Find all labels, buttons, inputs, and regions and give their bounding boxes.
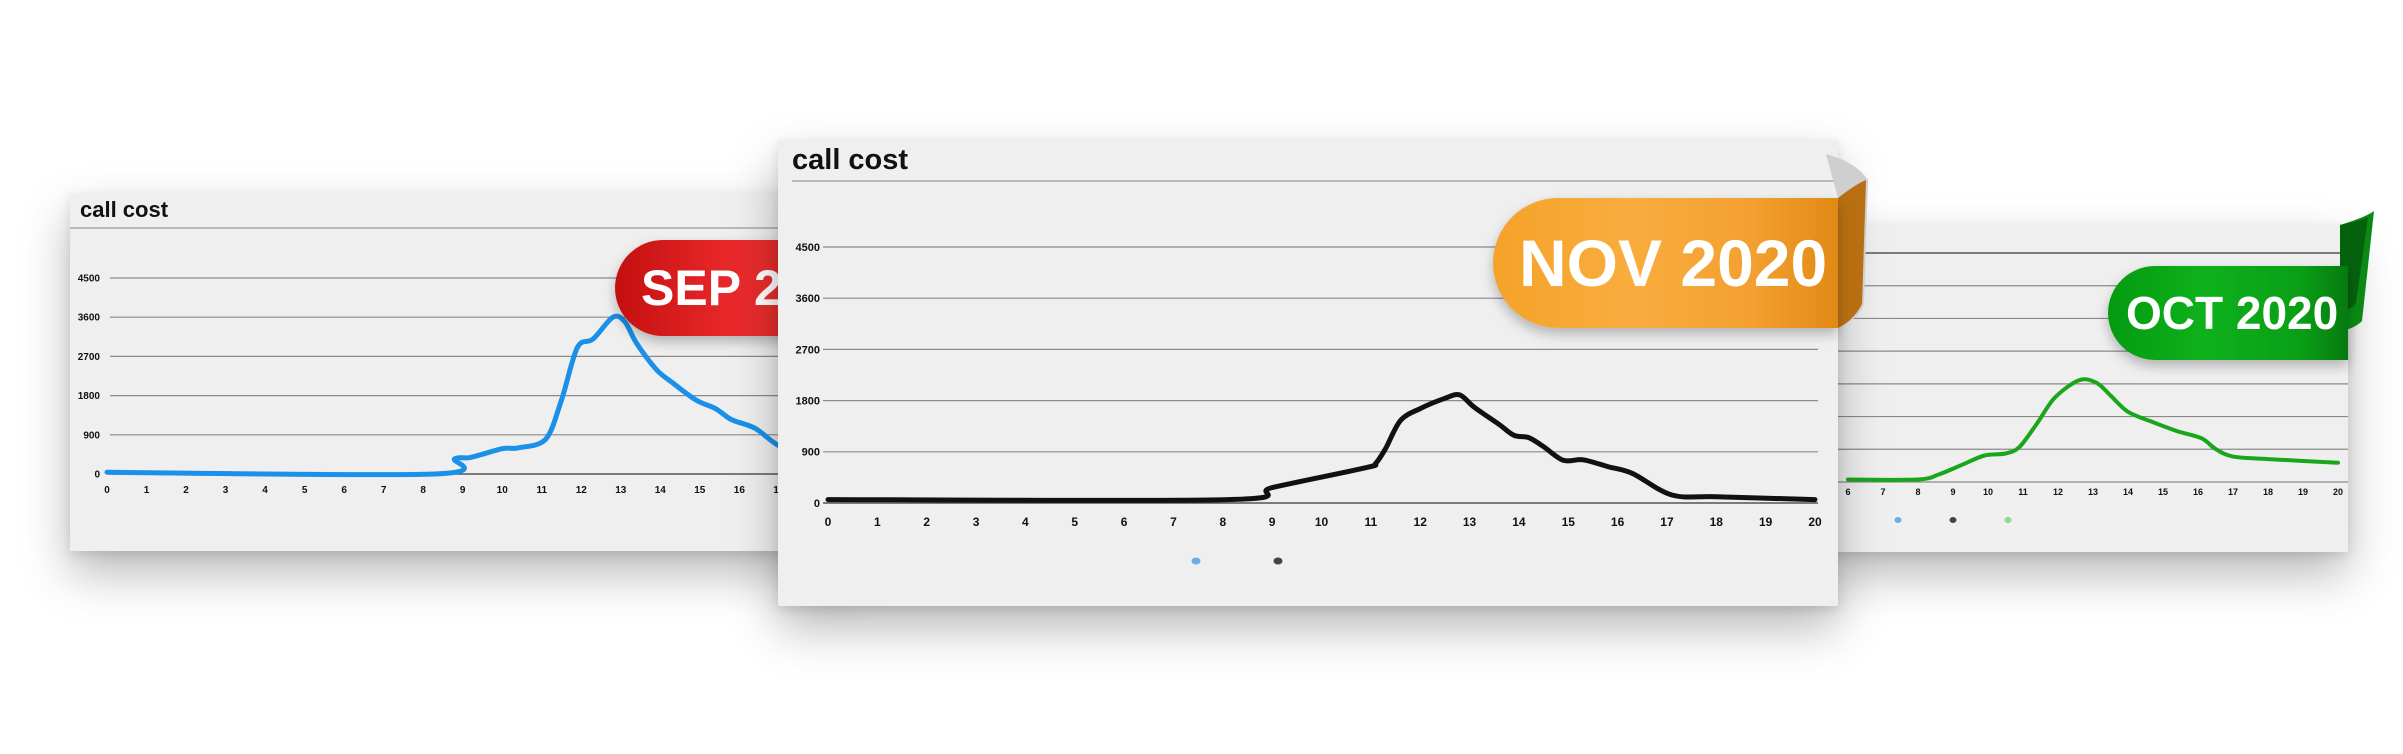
y-tick-label: 2700 bbox=[796, 344, 820, 356]
y-tick-label: 0 bbox=[94, 470, 100, 481]
x-tick-label: 6 bbox=[1121, 515, 1128, 529]
x-tick-label: 20 bbox=[2333, 487, 2343, 497]
x-tick-label: 10 bbox=[1315, 515, 1329, 529]
legend-dot bbox=[1894, 517, 1902, 523]
x-tick-label: 3 bbox=[223, 485, 229, 496]
y-tick-label: 2700 bbox=[78, 352, 101, 363]
chart-plot-oct: 6 7 8 9 10 11 12 13 14 15 16 17 18 19 20 bbox=[1818, 252, 2348, 523]
x-tick-label: 17 bbox=[1660, 515, 1674, 529]
legend-dot bbox=[1191, 557, 1201, 565]
legend-dot bbox=[1273, 557, 1283, 565]
x-tick-label: 10 bbox=[497, 485, 509, 496]
x-tick-label: 8 bbox=[420, 485, 426, 496]
x-tick-label: 12 bbox=[2053, 487, 2063, 497]
x-tick-label: 3 bbox=[973, 515, 980, 529]
x-tick-label: 9 bbox=[1269, 515, 1276, 529]
month-badge-label: OCT 2020 bbox=[2126, 287, 2339, 339]
x-tick-label: 1 bbox=[874, 515, 881, 529]
x-tick-label: 14 bbox=[2123, 487, 2133, 497]
x-tick-label: 2 bbox=[183, 485, 189, 496]
x-tick-label: 13 bbox=[2088, 487, 2098, 497]
title-divider bbox=[792, 180, 1842, 182]
x-tick-label: 10 bbox=[1983, 487, 1993, 497]
x-tick-label: 13 bbox=[1463, 515, 1477, 529]
x-tick-label: 7 bbox=[1880, 487, 1885, 497]
x-tick-label: 9 bbox=[460, 485, 466, 496]
x-tick-label: 4 bbox=[1022, 515, 1029, 529]
x-tick-label: 9 bbox=[1950, 487, 1955, 497]
x-tick-label: 7 bbox=[381, 485, 387, 496]
y-tick-label: 4500 bbox=[796, 242, 820, 254]
x-tick-label: 1 bbox=[144, 485, 150, 496]
x-tick-label: 11 bbox=[2018, 487, 2028, 497]
x-tick-label: 13 bbox=[615, 485, 627, 496]
x-tick-label: 6 bbox=[1845, 487, 1850, 497]
series-line bbox=[1846, 377, 2340, 482]
x-tick-label: 12 bbox=[1414, 515, 1428, 529]
chart-title: call cost bbox=[80, 197, 169, 222]
legend-dot bbox=[2004, 517, 2012, 523]
x-tick-label: 14 bbox=[655, 485, 667, 496]
x-tick-label: 6 bbox=[341, 485, 347, 496]
x-tick-label: 15 bbox=[1562, 515, 1576, 529]
x-tick-label: 15 bbox=[2158, 487, 2168, 497]
series-line bbox=[825, 392, 1818, 503]
x-tick-label: 18 bbox=[1710, 515, 1724, 529]
x-tick-label: 8 bbox=[1219, 515, 1226, 529]
x-tick-label: 15 bbox=[694, 485, 706, 496]
month-badge-label: SEP 2 bbox=[641, 260, 782, 316]
y-tick-label: 1800 bbox=[78, 391, 101, 402]
y-tick-label: 4500 bbox=[78, 274, 101, 285]
legend-dot bbox=[1949, 517, 1957, 523]
chart-title: call cost bbox=[792, 144, 909, 176]
y-tick-label: 900 bbox=[802, 447, 820, 459]
x-tick-label: 0 bbox=[825, 515, 832, 529]
x-tick-label: 8 bbox=[1915, 487, 1920, 497]
x-tick-label: 5 bbox=[302, 485, 308, 496]
x-tick-label: 7 bbox=[1170, 515, 1177, 529]
series-line bbox=[104, 313, 853, 478]
x-tick-label: 14 bbox=[1512, 515, 1526, 529]
month-badge-label: NOV 2020 bbox=[1519, 226, 1828, 300]
x-tick-label: 16 bbox=[1611, 515, 1625, 529]
y-tick-label: 900 bbox=[83, 430, 100, 441]
y-tick-label: 1800 bbox=[796, 395, 820, 407]
title-divider bbox=[70, 227, 860, 229]
x-tick-label: 17 bbox=[2228, 487, 2238, 497]
x-tick-label: 0 bbox=[104, 485, 110, 496]
x-tick-label: 11 bbox=[1365, 515, 1378, 529]
month-badge-oct: OCT 2020 bbox=[2108, 266, 2348, 360]
x-tick-label: 4 bbox=[262, 485, 268, 496]
x-tick-label: 20 bbox=[1808, 515, 1822, 529]
x-tick-label: 16 bbox=[734, 485, 746, 496]
y-tick-label: 0 bbox=[814, 498, 820, 510]
x-tick-label: 19 bbox=[1759, 515, 1773, 529]
x-tick-label: 19 bbox=[2298, 487, 2308, 497]
y-tick-label: 3600 bbox=[796, 293, 820, 305]
x-tick-label: 16 bbox=[2193, 487, 2203, 497]
x-tick-label: 12 bbox=[576, 485, 588, 496]
x-tick-label: 18 bbox=[2263, 487, 2273, 497]
month-badge-nov: NOV 2020 bbox=[1493, 198, 1838, 328]
x-tick-label: 2 bbox=[923, 515, 930, 529]
x-tick-label: 11 bbox=[536, 485, 547, 496]
page-curl-nov bbox=[1826, 154, 1868, 328]
y-tick-label: 3600 bbox=[78, 313, 101, 324]
x-tick-label: 5 bbox=[1071, 515, 1078, 529]
